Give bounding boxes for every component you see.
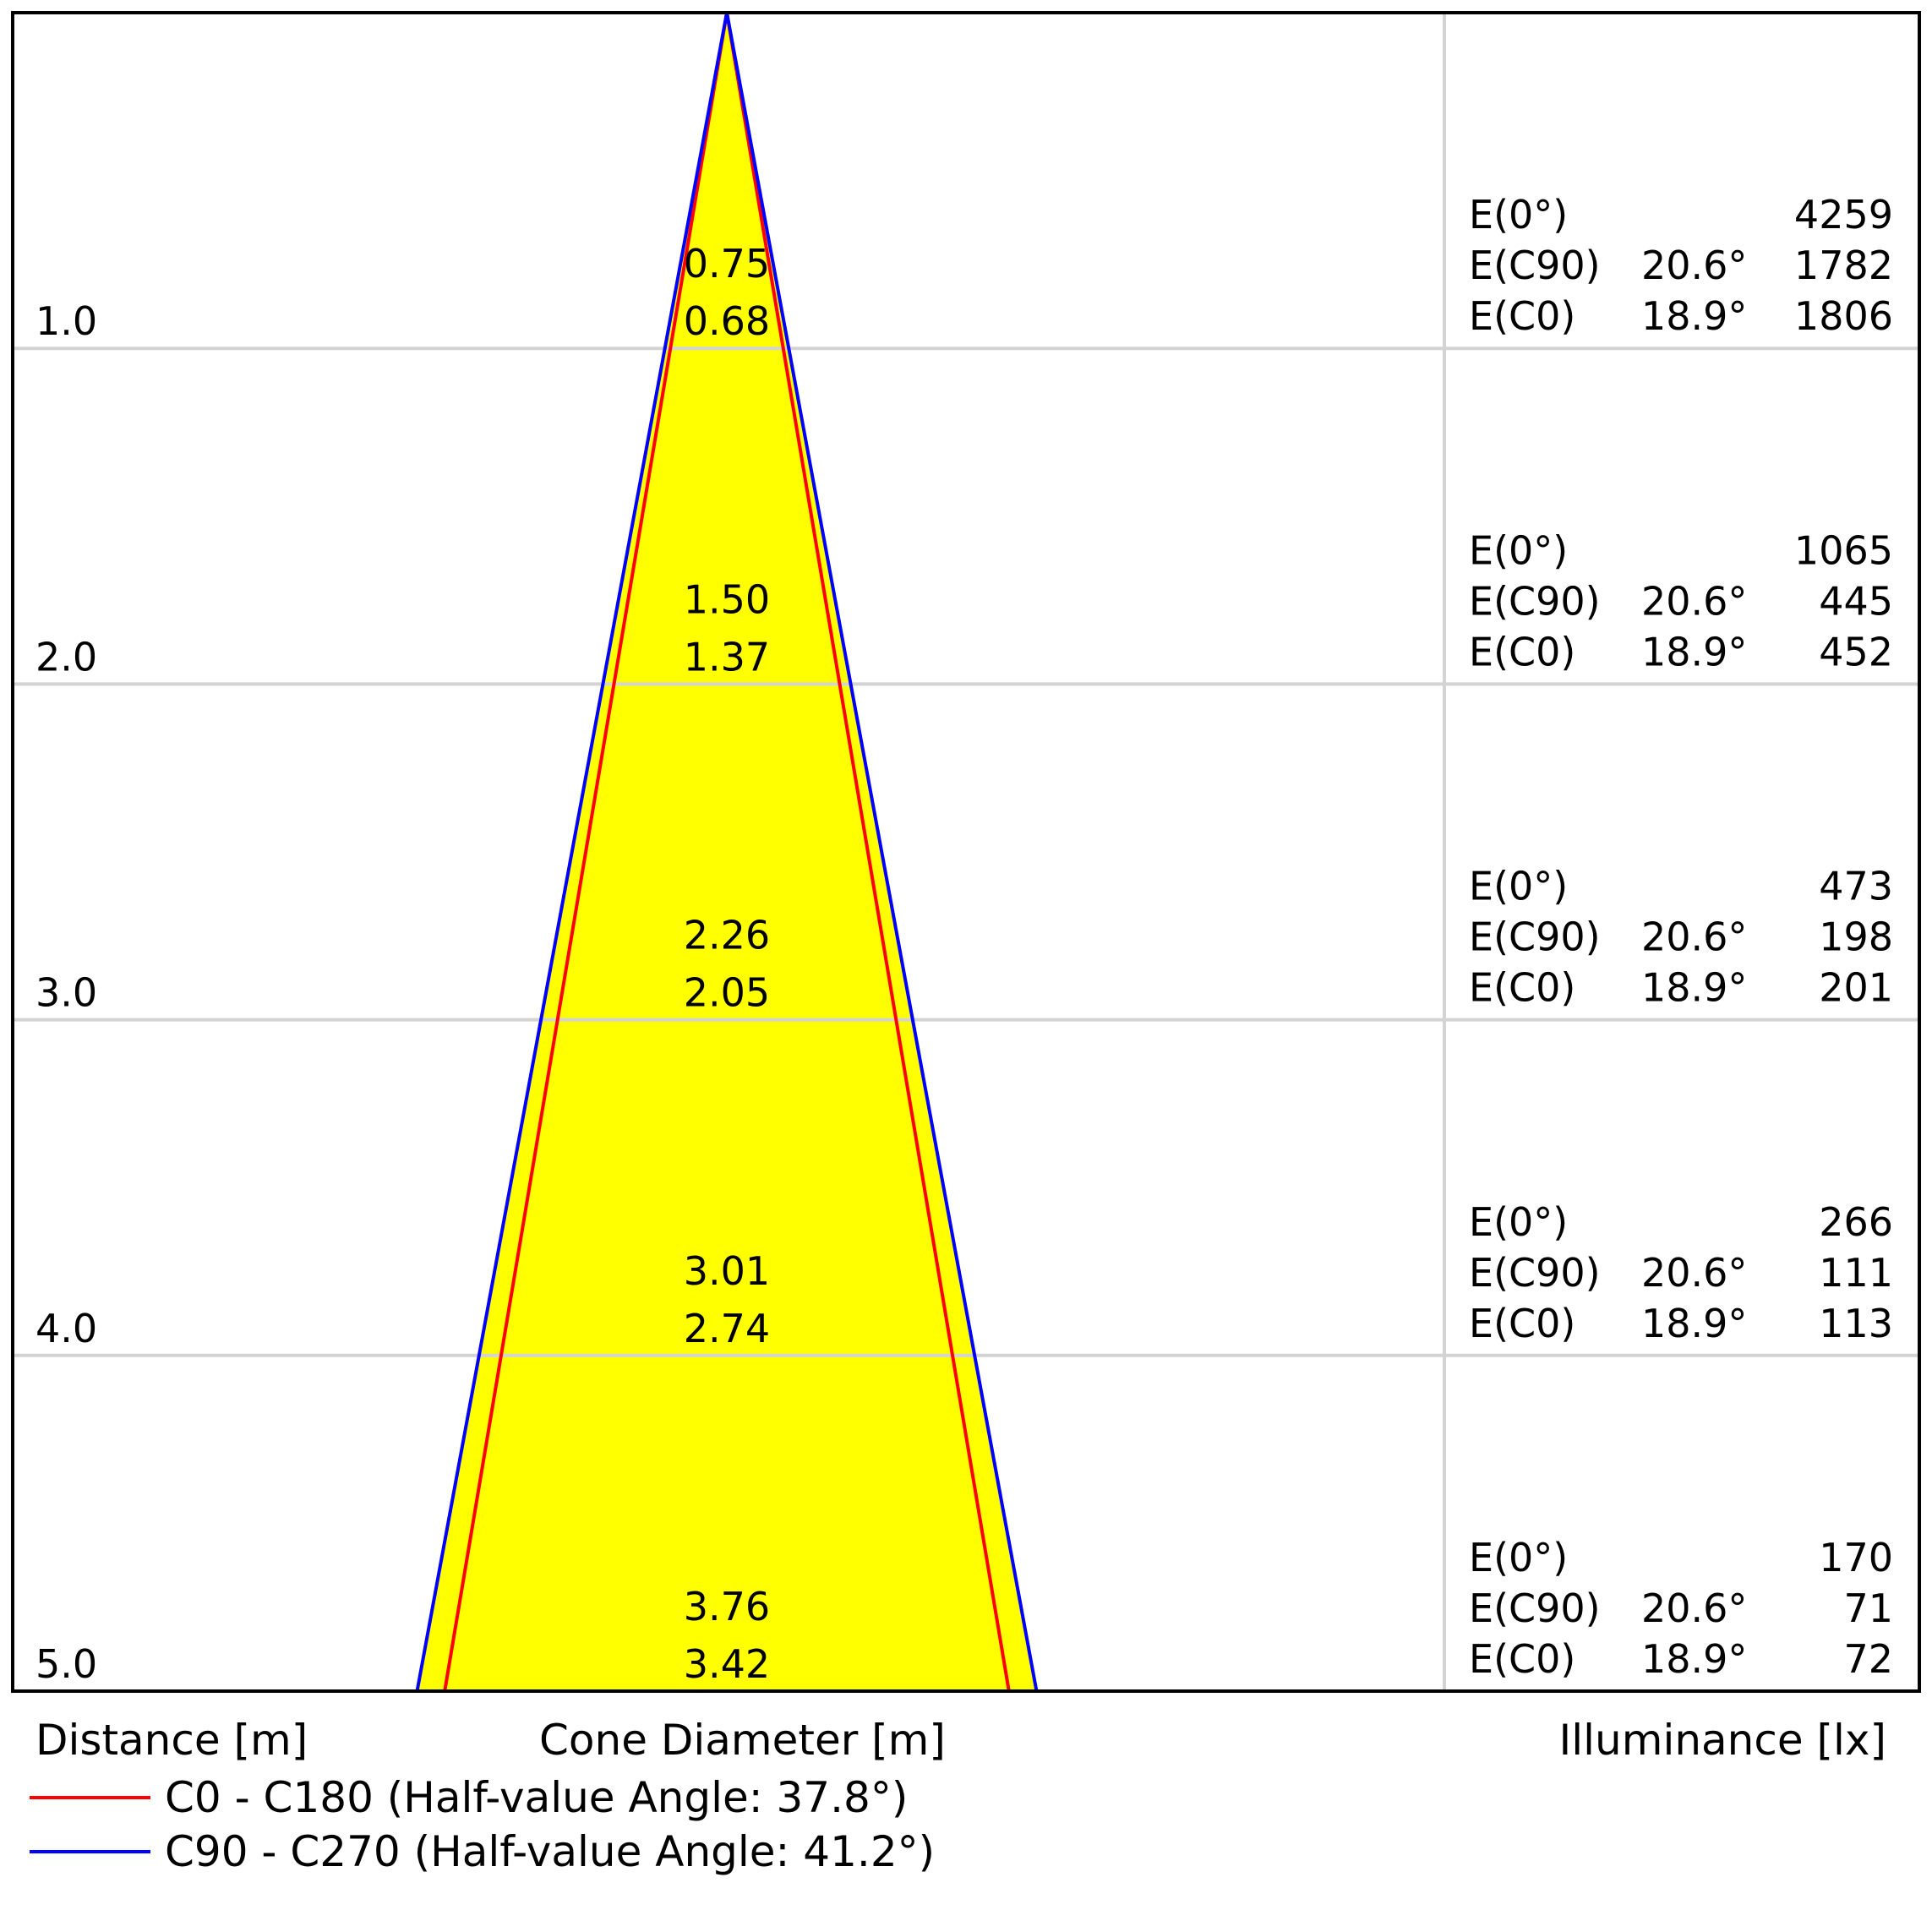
e0-value: 1065 xyxy=(1794,527,1893,573)
ec90-value: 71 xyxy=(1843,1585,1893,1631)
ec90-angle: 20.6° xyxy=(1641,1585,1747,1631)
cone-edge-left-0 xyxy=(443,12,729,1692)
e0-value: 266 xyxy=(1819,1199,1893,1245)
ec0-label: E(C0) xyxy=(1469,629,1575,674)
cone-edge-left-1 xyxy=(415,12,729,1692)
distance-label: 4.0 xyxy=(35,1306,97,1351)
ec0-value: 1806 xyxy=(1794,293,1893,339)
grid-lines xyxy=(13,347,1919,1357)
legend-label-0: C0 - C180 (Half-value Angle: 37.8°) xyxy=(165,1773,908,1822)
e0-label: E(0°) xyxy=(1469,864,1568,909)
ec0-angle: 18.9° xyxy=(1641,293,1747,339)
distance-label: 1.0 xyxy=(35,298,97,344)
e0-label: E(0°) xyxy=(1469,192,1568,237)
cone-diameter-axis-label: Cone Diameter [m] xyxy=(539,1716,946,1765)
cone-diameter-c0: 0.68 xyxy=(684,298,770,344)
ec0-value: 452 xyxy=(1819,629,1893,674)
cone-diameter-c90: 3.01 xyxy=(684,1248,770,1294)
ec90-value: 1782 xyxy=(1794,243,1893,288)
ec0-angle: 18.9° xyxy=(1641,965,1747,1011)
ec90-label: E(C90) xyxy=(1469,914,1601,960)
cone-diameter-c0: 1.37 xyxy=(684,634,770,679)
ec90-angle: 20.6° xyxy=(1641,578,1747,624)
ec0-label: E(C0) xyxy=(1469,1636,1575,1682)
distance-label: 5.0 xyxy=(35,1641,97,1687)
ec0-angle: 18.9° xyxy=(1641,629,1747,674)
ec0-value: 201 xyxy=(1819,965,1893,1011)
ec0-value: 72 xyxy=(1843,1636,1893,1682)
ec90-label: E(C90) xyxy=(1469,243,1601,288)
distance-label: 2.0 xyxy=(35,634,97,679)
cone-edge-right-0 xyxy=(725,12,1011,1692)
ec90-angle: 20.6° xyxy=(1641,1250,1747,1296)
e0-value: 170 xyxy=(1819,1535,1893,1580)
legend-label-1: C90 - C270 (Half-value Angle: 41.2°) xyxy=(165,1827,935,1876)
ec0-value: 113 xyxy=(1819,1301,1893,1346)
ec90-value: 111 xyxy=(1819,1250,1893,1296)
ec0-label: E(C0) xyxy=(1469,1301,1575,1346)
cone-fill xyxy=(417,13,1037,1691)
ec90-label: E(C90) xyxy=(1469,578,1601,624)
ec90-label: E(C90) xyxy=(1469,1585,1601,1631)
cone-diameter-c90: 1.50 xyxy=(684,576,770,622)
e0-value: 4259 xyxy=(1794,192,1893,237)
cone-diameter-c90: 2.26 xyxy=(684,913,770,958)
cone-diameter-c0: 2.05 xyxy=(684,970,770,1016)
ec0-angle: 18.9° xyxy=(1641,1301,1747,1346)
distance-label: 3.0 xyxy=(35,970,97,1016)
ec0-label: E(C0) xyxy=(1469,293,1575,339)
rows: 1.0 0.75 0.68 E(0°) 4259 E(C90) 20.6° 1782 E(C0)… xyxy=(35,192,1893,1687)
cone-diameter-c90: 0.75 xyxy=(684,241,770,287)
ec90-value: 198 xyxy=(1819,914,1893,960)
cone-edge-right-1 xyxy=(725,12,1039,1692)
ec0-angle: 18.9° xyxy=(1641,1636,1747,1682)
plot-frame xyxy=(11,11,1921,1693)
cone-diameter-c90: 3.76 xyxy=(684,1584,770,1629)
cone-diameter-c0: 3.42 xyxy=(684,1641,770,1687)
e0-label: E(0°) xyxy=(1469,1535,1568,1580)
ec90-label: E(C90) xyxy=(1469,1250,1601,1296)
distance-axis-label: Distance [m] xyxy=(35,1716,308,1765)
ec90-angle: 20.6° xyxy=(1641,243,1747,288)
cone-edges xyxy=(415,12,1039,1692)
ec0-label: E(C0) xyxy=(1469,965,1575,1011)
legend: C0 - C180 (Half-value Angle: 37.8°) C90 -… xyxy=(30,1773,935,1876)
cone-diameter-c0: 2.74 xyxy=(684,1306,770,1351)
e0-value: 473 xyxy=(1819,864,1893,909)
ec90-value: 445 xyxy=(1819,578,1893,624)
e0-label: E(0°) xyxy=(1469,527,1568,573)
illuminance-axis-label: Illuminance [lx] xyxy=(1559,1716,1886,1765)
e0-label: E(0°) xyxy=(1469,1199,1568,1245)
ec90-angle: 20.6° xyxy=(1641,914,1747,960)
